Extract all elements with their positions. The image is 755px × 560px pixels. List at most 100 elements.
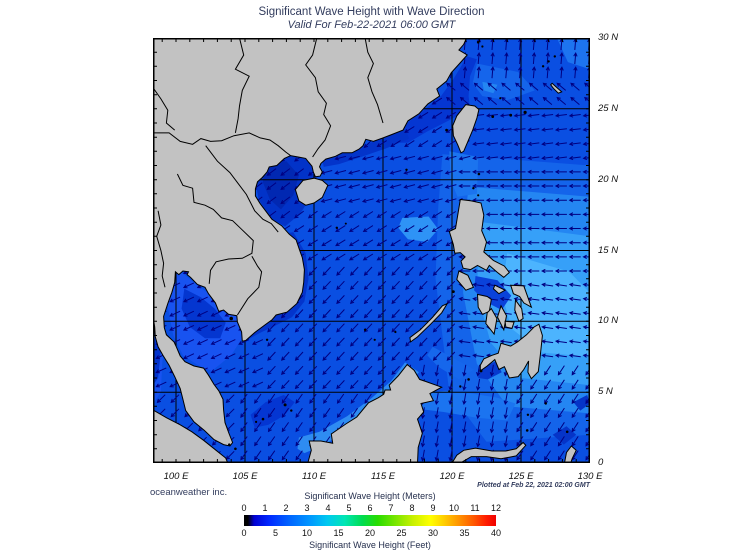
small-island-dot <box>526 413 530 416</box>
border-laos-vietnam <box>205 145 279 233</box>
lon-axis-label: 100 E <box>163 471 189 482</box>
page-title: Significant Wave Height with Wave Direct… <box>258 6 485 18</box>
land-hainan <box>294 177 329 206</box>
lat-axis-label: 15 N <box>598 244 619 256</box>
colorbar-feet-tick-label: 25 <box>396 528 407 538</box>
wave-height-patch-se-corner-dark-1 <box>552 426 577 445</box>
border-jiangxi-guangdong <box>364 38 384 124</box>
small-island-dot <box>476 41 480 44</box>
colorbar-meters-tick-label: 6 <box>367 503 373 513</box>
colorbar-feet-tick-label: 40 <box>490 528 501 538</box>
land-leyte <box>514 298 524 323</box>
map-frame-border <box>153 38 590 463</box>
lat-axis-label: 10 N <box>598 315 619 327</box>
small-island-dot <box>452 290 455 293</box>
colorbar-meters-ticks: 0 1 2 3 4 5 6 7 8 9 10 11 12 <box>241 503 501 513</box>
small-island-dot <box>479 369 483 373</box>
wave-height-patch-visayan-dark <box>474 276 512 310</box>
small-island-dot <box>363 328 367 331</box>
lon-axis-label: 125 E <box>508 471 534 482</box>
border-guangxi-guangdong <box>305 38 332 158</box>
colorbar-feet-tick-label: 20 <box>364 528 375 538</box>
small-island-dot <box>491 115 495 118</box>
small-island-dot <box>290 409 293 412</box>
lon-axis-label: 130 E <box>577 471 603 482</box>
land-bohol <box>504 320 515 329</box>
small-island-dot <box>565 430 569 434</box>
colorbar-feet-tick-label: 35 <box>459 528 470 538</box>
wave-height-patch-moro-gulf-dark <box>478 361 502 380</box>
wave-height-patch-luzon-strait-band <box>449 151 479 197</box>
land-taiwan <box>452 104 480 154</box>
wave-height-patch-ne-taiwan-spot <box>482 81 498 94</box>
small-island-dot <box>405 168 408 171</box>
lon-axis-label: 110 E <box>301 471 327 482</box>
colorbar-meters-tick-label: 1 <box>262 503 268 513</box>
land-sumatra <box>153 409 229 463</box>
small-island-dot <box>394 330 397 334</box>
colorbar-meters-tick-label: 9 <box>430 503 436 513</box>
wave-height-patch-philippine-sea-4 <box>501 253 590 357</box>
wave-height-patch-borneo-coast-light <box>297 362 419 454</box>
small-island-dot <box>541 65 545 68</box>
border-myanmar-thailand <box>156 210 166 288</box>
land-palawan <box>409 302 449 343</box>
land-borneo <box>307 363 443 463</box>
border-thailand-laos-cambodia <box>176 173 254 284</box>
small-island-dot <box>472 187 475 190</box>
small-island-dot <box>445 128 448 132</box>
wave-height-patch-taiwan-strait-dark <box>394 56 477 143</box>
colorbar-meters-tick-label: 5 <box>346 503 352 513</box>
small-island-dot <box>229 316 233 321</box>
small-island-dot <box>448 390 451 393</box>
land-okinawa <box>550 82 563 94</box>
small-island-dot <box>477 194 480 197</box>
small-island-dot <box>283 403 287 407</box>
small-island-dot <box>553 55 556 58</box>
border-china-sea-border <box>153 132 291 157</box>
small-island-dot <box>547 60 550 63</box>
lat-axis-label: 25 N <box>598 102 619 114</box>
colorbar-meters-tick-label: 10 <box>448 503 459 513</box>
oceanweather-brand: oceanweather inc. <box>150 487 228 498</box>
small-island-dot <box>261 417 265 421</box>
wave-height-patch-celebes-light <box>418 390 516 421</box>
colorbar-title-feet: Significant Wave Height (Feet) <box>309 540 431 550</box>
small-island-dot <box>344 222 347 225</box>
lat-axis-label: 5 N <box>598 386 613 398</box>
land-samar <box>510 284 533 309</box>
small-island-dot <box>509 113 513 117</box>
wave-height-patch-se-corner-dark-2 <box>573 395 590 411</box>
colorbar-title-meters: Significant Wave Height (Meters) <box>304 491 436 501</box>
land-sulawesi-north <box>451 441 527 463</box>
small-island-dot <box>265 338 269 341</box>
small-island-dot <box>523 110 527 114</box>
border-cambodia-vietnam <box>236 255 263 316</box>
colorbar-meters-tick-label: 3 <box>304 503 310 513</box>
small-island-dot <box>481 45 484 48</box>
land-negros <box>485 307 498 336</box>
lon-axis-label: 120 E <box>439 471 465 482</box>
colorbar-meters-tick-label: 11 <box>470 503 480 513</box>
colorbar-gradient <box>244 515 496 526</box>
small-island-dot <box>255 420 258 423</box>
colorbar-feet-tick-label: 15 <box>333 528 344 538</box>
wave-height-patch-west-luzon-blob <box>398 216 439 242</box>
wave-height-patch-vietnam-coast-dark <box>245 232 309 342</box>
lon-axis-label: 115 E <box>370 471 396 482</box>
land-cebu <box>496 304 508 332</box>
wave-height-patch-corner-ne-light <box>556 38 590 70</box>
colorbar-feet-tick-label: 5 <box>272 528 278 538</box>
land-mindoro <box>456 270 475 291</box>
plotted-timestamp: Plotted at Feb 22, 2021 02:00 GMT <box>477 482 590 489</box>
frame-tick-marks <box>153 38 590 463</box>
small-island-dot <box>499 97 502 100</box>
lat-axis-label: 20 N <box>598 173 619 185</box>
land-luzon <box>448 198 510 279</box>
colorbar-meters-tick-label: 2 <box>283 503 289 513</box>
small-island-dot <box>234 447 237 451</box>
small-island-dot <box>467 378 470 381</box>
small-island-dot <box>525 429 529 432</box>
land-masbate <box>492 284 507 295</box>
